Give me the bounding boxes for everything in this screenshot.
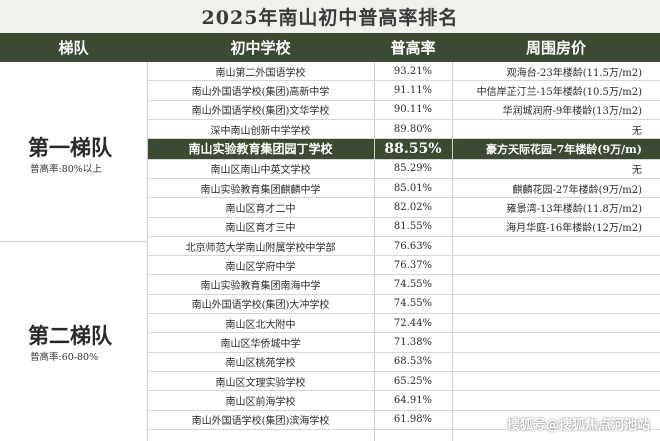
school-cell: 南山外国语学校(集团)大冲学校: [191, 300, 330, 312]
housing-cell: 观海台-23年楼龄(11.5万/m2): [506, 67, 642, 79]
rate-cell: 93.21%: [393, 65, 433, 77]
housing-cell: 豪方天际花园-7年楼龄(9万/m): [486, 142, 642, 156]
tier-name: 第一梯队: [28, 135, 112, 160]
table-row: 南山区学府中学 76.37%: [147, 256, 660, 276]
school-cell: 北京师范大学南山附属学校中学部: [185, 242, 336, 254]
school-cell: 深中南山创新中学学校: [210, 125, 311, 137]
school-cell: 南山区北大附中: [225, 319, 296, 331]
table-row-highlighted: 南山实验教育集团园丁学校 88.55% 豪方天际花园-7年楼龄(9万/m): [147, 139, 660, 160]
table-row: 南山外国语学校(集团)高新中学 91.11% 中信岸芷汀兰-15年楼龄(10.5万/…: [147, 81, 660, 101]
table-row: 南山区南山中英文学校 85.29% 无: [147, 160, 660, 179]
school-cell: 南山区华侨城中学: [220, 339, 301, 351]
table-row: 北京师范大学南山附属学校中学部 76.63%: [147, 237, 660, 257]
table-row: 南山区北大附中 72.44%: [147, 314, 660, 334]
table-header: 梯队 初中学校 普高率 周围房价: [0, 33, 660, 62]
table-row: 南山第二外国语学校 93.21% 观海台-23年楼龄(11.5万/m2): [147, 62, 660, 82]
rate-cell: 76.37%: [393, 259, 433, 271]
rate-cell: 76.63%: [393, 240, 433, 252]
rate-cell: 91.11%: [393, 84, 433, 96]
rate-cell: 71.38%: [393, 337, 433, 349]
housing-cell: [452, 314, 660, 332]
housing-cell: 麒麟花园-27年楼龄(9万/m2): [512, 184, 642, 196]
table-row: 南山外国语学校(集团)大冲学校 74.55%: [147, 295, 660, 315]
rate-cell: 90.11%: [393, 104, 433, 116]
housing-cell: [452, 353, 660, 371]
header-rate: 普高率: [390, 39, 436, 57]
school-cell: 南山区桃苑学校: [225, 358, 296, 370]
housing-cell: 无: [632, 125, 642, 137]
housing-cell: [452, 372, 660, 390]
school-cell: 南山实验教育集团园丁学校: [188, 142, 333, 157]
housing-cell: 海月华庭-16年楼龄(12万/m2): [506, 223, 642, 235]
housing-cell: [452, 333, 660, 351]
divider: [147, 62, 148, 441]
school-cell: 南山实验教育集团麒麟中学: [200, 184, 321, 196]
table-row: 南山区育才三中 81.55% 海月华庭-16年楼龄(12万/m2): [147, 218, 660, 237]
table-row: 南山实验教育集团南海中学 74.55%: [147, 276, 660, 295]
rate-cell: 74.55%: [393, 279, 433, 291]
housing-cell: 无: [632, 165, 642, 177]
rate-cell: 85.29%: [393, 163, 433, 175]
table-row: 南山外国语学校(集团)滨海学校 61.98%: [147, 411, 660, 430]
school-cell: 南山区前海学校: [225, 396, 296, 408]
tier-first: 第一梯队 普高率:80%以上: [0, 62, 147, 242]
school-cell: 南山区育才三中: [225, 223, 296, 235]
rate-cell: 68.53%: [393, 356, 433, 368]
header-housing: 周围房价: [525, 39, 586, 57]
housing-cell: [452, 237, 660, 255]
table-row: 南山区桃苑学校 68.53%: [147, 353, 660, 372]
tier-rate: 普高率:60-80%: [30, 352, 99, 363]
housing-cell: [452, 256, 660, 274]
housing-cell: 中信岸芷汀兰-15年楼龄(10.5万/m2): [476, 86, 642, 98]
rate-cell: 64.91%: [393, 394, 433, 406]
tier-second: 第二梯队 普高率:60-80%: [0, 242, 147, 441]
watermark: 搜狐号@搜狐焦点河池站: [506, 418, 650, 433]
table-row: 南山区文理实验学校 65.25%: [147, 372, 660, 392]
housing-cell: [452, 295, 660, 313]
rate-cell: 81.55%: [393, 221, 433, 233]
tier-name: 第二梯队: [28, 323, 112, 348]
table-row: 南山区华侨城中学 71.38%: [147, 333, 660, 353]
page-title: 2025年南山初中普高率排名: [0, 0, 660, 33]
school-cell: 南山外国语学校(集团)文华学校: [191, 106, 330, 118]
table-row: 南山外国语学校(集团)文华学校 90.11% 华润城润府-9年楼龄(13万/m2): [147, 101, 660, 120]
school-cell: 南山区育才二中: [225, 203, 296, 215]
rate-cell: 74.55%: [393, 298, 433, 310]
rate-cell: 89.80%: [393, 123, 433, 135]
rate-cell: 82.02%: [393, 201, 433, 213]
school-cell: 南山实验教育集团南海中学: [200, 281, 321, 293]
rate-cell: 61.98%: [393, 414, 433, 426]
housing-cell: 华润城润府-9年楼龄(13万/m2): [502, 106, 642, 118]
header-school: 初中学校: [230, 39, 291, 57]
school-cell: 南山区文理实验学校: [215, 377, 306, 389]
divider: [452, 62, 453, 441]
housing-cell: [452, 276, 660, 294]
school-cell: 南山第二外国语学校: [215, 67, 306, 79]
school-cell: 南山区学府中学: [225, 261, 296, 273]
tier-rate: 普高率:80%以上: [30, 164, 102, 175]
ranking-table: 第一梯队 普高率:80%以上 第二梯队 普高率:60-80% 南山第二外国语学校…: [0, 62, 660, 441]
housing-cell: 雍景湾-13年楼龄(11.8万/m2): [506, 203, 642, 215]
rate-cell: 85.01%: [393, 182, 433, 194]
school-cell: 南山外国语学校(集团)滨海学校: [191, 416, 330, 428]
rate-cell: 88.55%: [384, 140, 442, 157]
table-row: 深中南山创新中学学校 89.80% 无: [147, 120, 660, 140]
divider: [374, 62, 375, 441]
school-cell: 南山外国语学校(集团)高新中学: [191, 86, 330, 98]
table-row: 南山区育才二中 82.02% 雍景湾-13年楼龄(11.8万/m2): [147, 198, 660, 218]
header-tier: 梯队: [58, 39, 89, 57]
table-row: 南山区前海学校 64.91%: [147, 391, 660, 411]
table-row: 南山实验教育集团麒麟中学 85.01% 麒麟花园-27年楼龄(9万/m2): [147, 179, 660, 199]
rate-cell: 72.44%: [393, 317, 433, 329]
housing-cell: [452, 391, 660, 409]
rate-cell: 65.25%: [393, 375, 433, 387]
school-cell: 南山区南山中英文学校: [210, 165, 311, 177]
